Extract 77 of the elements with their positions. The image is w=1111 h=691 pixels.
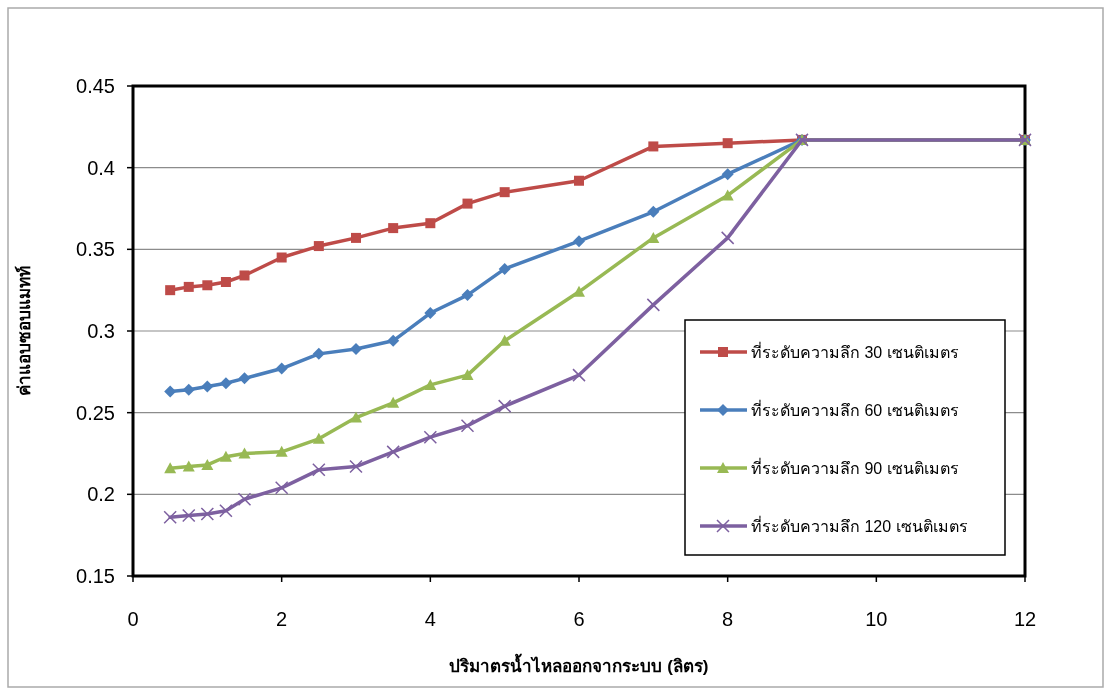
point <box>312 347 325 360</box>
legend-label: ที่ระดับความลึก 120 เซนติเมตร <box>751 515 968 535</box>
point <box>648 141 659 152</box>
point <box>497 399 512 413</box>
point <box>499 187 510 198</box>
point <box>461 369 474 381</box>
point <box>312 463 326 477</box>
point <box>237 492 252 506</box>
y-tick-label: 0.15 <box>76 565 115 587</box>
y-axis-title: ค่าแอบซอบแมทท์ <box>14 266 34 396</box>
x-tick-label: 2 <box>276 608 288 630</box>
y-tick-label: 0.3 <box>87 320 115 342</box>
point <box>219 503 233 518</box>
point <box>182 460 195 472</box>
y-tick-label: 0.35 <box>76 238 115 261</box>
x-tick-label: 12 <box>1013 608 1037 630</box>
point <box>275 445 288 457</box>
point <box>721 168 734 181</box>
point <box>238 447 251 459</box>
point <box>460 418 475 433</box>
point <box>573 235 585 248</box>
point <box>425 218 436 229</box>
point <box>424 378 437 390</box>
point <box>461 289 474 302</box>
point <box>238 372 251 385</box>
point <box>424 307 437 320</box>
point <box>182 383 195 396</box>
point <box>351 232 361 243</box>
point <box>163 510 177 524</box>
point <box>312 432 325 444</box>
point <box>462 198 473 209</box>
point <box>182 508 196 523</box>
y-tick-label: 0.25 <box>76 401 115 424</box>
point <box>183 281 194 292</box>
y-tick-label: 0.2 <box>87 483 115 506</box>
point <box>386 445 400 459</box>
point <box>349 459 363 474</box>
point <box>219 450 232 462</box>
point <box>220 277 231 287</box>
legend-label: ที่ระดับความลึก 60 เซนติเมตร <box>751 399 959 419</box>
point <box>313 241 324 252</box>
point <box>201 380 214 393</box>
point <box>201 458 214 470</box>
point <box>200 507 215 521</box>
point <box>574 175 584 186</box>
point <box>350 411 362 423</box>
point <box>274 481 289 495</box>
point <box>165 285 176 296</box>
x-tick-label: 0 <box>127 608 139 630</box>
point <box>275 362 288 375</box>
point <box>573 285 585 297</box>
point <box>572 368 586 382</box>
point <box>498 262 511 275</box>
legend-label: ที่ระดับความลึก 90 เซนติเมตร <box>751 457 959 477</box>
legend-label: ที่ระดับความลึก 30 เซนติเมตร <box>751 341 959 361</box>
y-tick-label: 0.4 <box>87 156 115 179</box>
point <box>720 231 735 245</box>
point <box>387 334 400 347</box>
point <box>387 396 400 408</box>
point <box>219 377 232 390</box>
x-tick-label: 8 <box>722 608 734 630</box>
point <box>721 189 734 201</box>
point <box>350 342 362 355</box>
x-tick-label: 4 <box>424 608 436 630</box>
x-tick-label: 6 <box>573 608 585 630</box>
point <box>164 462 177 474</box>
x-tick-label: 10 <box>865 608 888 630</box>
point <box>647 205 660 218</box>
point <box>722 138 733 149</box>
point <box>388 223 399 234</box>
point <box>239 270 250 281</box>
y-tick-label: 0.45 <box>76 75 115 97</box>
point <box>423 430 438 444</box>
point <box>276 252 287 263</box>
point <box>164 385 177 398</box>
x-axis-title: ปริมาตรน้ำไหลออกจากระบบ (ลิตร) <box>449 653 709 676</box>
point <box>202 280 213 291</box>
